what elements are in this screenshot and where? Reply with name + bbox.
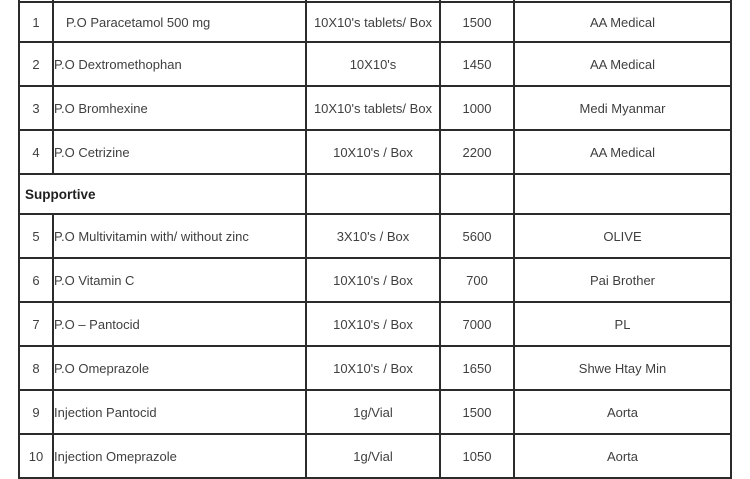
item-supplier: AA Medical (513, 129, 732, 175)
row-number: 6 (18, 257, 54, 303)
item-amount: 1450 (439, 41, 515, 87)
table-row: 1 P.O Paracetamol 500 mg 10X10's tablets/ … (18, 1, 732, 43)
item-name: P.O Bromhexine (52, 85, 307, 131)
item-name: P.O Paracetamol 500 mg (52, 1, 307, 43)
item-name: P.O – Pantocid (52, 301, 307, 347)
item-amount: 1500 (439, 1, 515, 43)
item-amount: 7000 (439, 301, 515, 347)
table-row: 2 P.O Dextromethophan 10X10's 1450 AA Medica… (18, 41, 732, 87)
item-amount: 5600 (439, 213, 515, 259)
item-name: Injection Omeprazole (52, 433, 307, 479)
table-row: 5 P.O Multivitamin with/ without zinc 3X10… (18, 213, 732, 259)
row-number: 9 (18, 389, 54, 435)
table-row: 6 P.O Vitamin C 10X10's / Box 700 Pai Brothe… (18, 257, 732, 303)
empty-cell (513, 173, 732, 215)
item-packaging: 10X10's tablets/ Box (305, 85, 441, 131)
item-name: Injection Pantocid (52, 389, 307, 435)
item-amount: 1650 (439, 345, 515, 391)
item-name: P.O Omeprazole (52, 345, 307, 391)
item-supplier: AA Medical (513, 41, 732, 87)
row-number: 8 (18, 345, 54, 391)
table-row: 8 P.O Omeprazole 10X10's / Box 1650 Shwe Hta… (18, 345, 732, 391)
item-name: P.O Vitamin C (52, 257, 307, 303)
medicine-price-table: 1 P.O Paracetamol 500 mg 10X10's tablets/ … (18, 0, 732, 479)
item-packaging: 1g/Vial (305, 433, 441, 479)
item-supplier: PL (513, 301, 732, 347)
item-name: P.O Dextromethophan (52, 41, 307, 87)
item-packaging: 10X10's / Box (305, 257, 441, 303)
item-packaging: 10X10's / Box (305, 345, 441, 391)
table-row: 3 P.O Bromhexine 10X10's tablets/ Box 1000 M… (18, 85, 732, 131)
item-supplier: Shwe Htay Min (513, 345, 732, 391)
table-row: 4 P.O Cetrizine 10X10's / Box 2200 AA Medica… (18, 129, 732, 175)
item-packaging: 10X10's (305, 41, 441, 87)
row-number: 3 (18, 85, 54, 131)
table-row: 10 Injection Omeprazole 1g/Vial 1050 Aorta (18, 433, 732, 479)
item-supplier: Pai Brother (513, 257, 732, 303)
item-packaging: 10X10's / Box (305, 129, 441, 175)
row-number: 10 (18, 433, 54, 479)
row-number: 1 (18, 1, 54, 43)
item-amount: 1000 (439, 85, 515, 131)
item-packaging: 10X10's tablets/ Box (305, 1, 441, 43)
table-row: 7 P.O – Pantocid 10X10's / Box 7000 PL (18, 301, 732, 347)
row-number: 5 (18, 213, 54, 259)
document-page: 1 P.O Paracetamol 500 mg 10X10's tablets/ … (18, 0, 732, 479)
item-amount: 1050 (439, 433, 515, 479)
item-packaging: 10X10's / Box (305, 301, 441, 347)
item-supplier: AA Medical (513, 1, 732, 43)
item-supplier: Aorta (513, 389, 732, 435)
item-packaging: 1g/Vial (305, 389, 441, 435)
row-number: 4 (18, 129, 54, 175)
item-supplier: Medi Myanmar (513, 85, 732, 131)
item-amount: 1500 (439, 389, 515, 435)
row-number: 7 (18, 301, 54, 347)
item-name: P.O Cetrizine (52, 129, 307, 175)
empty-cell (305, 173, 441, 215)
row-number: 2 (18, 41, 54, 87)
item-packaging: 3X10's / Box (305, 213, 441, 259)
item-supplier: OLIVE (513, 213, 732, 259)
item-amount: 2200 (439, 129, 515, 175)
item-amount: 700 (439, 257, 515, 303)
empty-cell (439, 173, 515, 215)
section-label: Supportive (18, 173, 307, 215)
section-row: Supportive (18, 173, 732, 215)
table-row: 9 Injection Pantocid 1g/Vial 1500 Aorta (18, 389, 732, 435)
item-name: P.O Multivitamin with/ without zinc (52, 213, 307, 259)
item-supplier: Aorta (513, 433, 732, 479)
